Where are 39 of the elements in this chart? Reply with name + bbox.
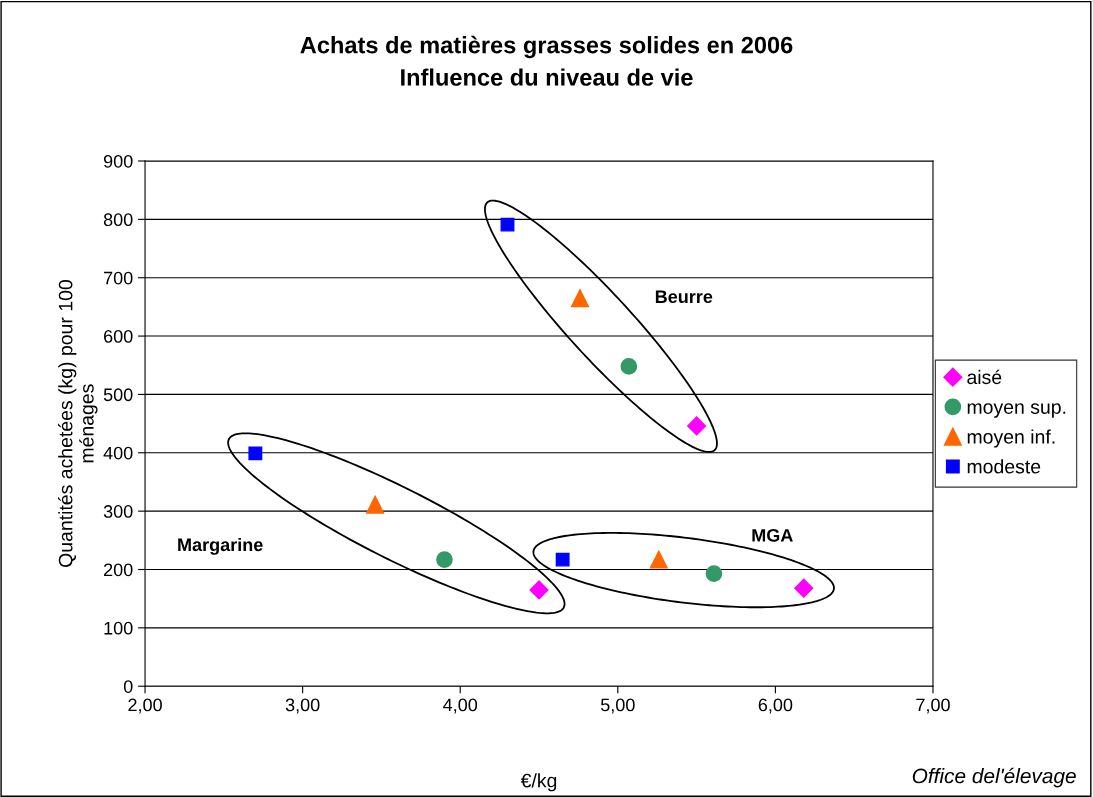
point	[620, 358, 638, 375]
legend-label: aisé	[967, 369, 1002, 385]
point	[649, 550, 668, 569]
y-tick-label: 800	[103, 213, 133, 227]
point	[436, 551, 453, 568]
x-tick-label: 4,00	[443, 698, 478, 714]
y-tick-label: 100	[104, 621, 133, 635]
y-tick-label: 300	[103, 505, 133, 518]
annotation: MGA	[752, 528, 793, 542]
point	[366, 495, 385, 514]
point	[794, 578, 814, 598]
y-tick-label: 700	[104, 271, 133, 285]
x-tick-label: 3,00	[285, 698, 320, 714]
y-tick-label: 600	[104, 330, 133, 343]
y-tick-label: 0	[123, 680, 133, 693]
point	[555, 552, 570, 567]
x-axis-title: €/kg	[520, 773, 557, 792]
legend-label: moyen inf.	[967, 429, 1055, 448]
point	[529, 580, 549, 600]
chart-title: Achats de matières grasses solides en 2006 Influence du niveau de vie	[300, 35, 793, 86]
x-tick-label: 2,00	[128, 698, 162, 714]
point	[705, 565, 723, 582]
x-tick-label: 6,00	[758, 698, 793, 714]
y-tick-label: 500	[103, 388, 133, 402]
y-tick-label: 200	[104, 563, 133, 577]
point	[500, 217, 515, 232]
legend-label: modeste	[967, 459, 1041, 474]
point	[248, 446, 263, 461]
annotation: Beurre	[655, 290, 713, 304]
x-tick-label: 7,00	[916, 698, 950, 714]
point	[570, 289, 590, 308]
legend-label: moyen sup.	[967, 403, 1066, 418]
point	[687, 416, 707, 436]
x-tick-label: 5,00	[600, 698, 635, 714]
text: Office del'élevage	[912, 767, 1076, 788]
annotation: Margarine	[178, 537, 263, 555]
y-axis-title: Quantités achetées (kg) pour 100 ménages	[57, 280, 98, 567]
y-tick-label: 900	[103, 154, 133, 168]
y-tick-label: 400	[103, 446, 133, 460]
